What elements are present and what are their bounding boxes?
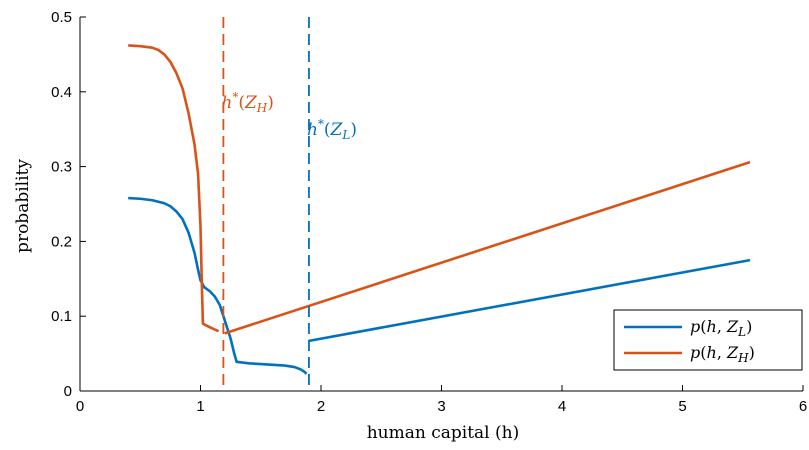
legend: p(h, ZL) p(h, ZH)	[613, 309, 803, 371]
y-tick-label: 0.1	[51, 308, 72, 325]
series-line-z-h-segment-2	[224, 160, 751, 335]
legend-label-l: p(h, ZL)	[690, 317, 752, 339]
y-tick-label: 0.4	[51, 84, 72, 101]
threshold-lines: h*(ZH) h*(ZL)	[221, 17, 357, 391]
y-tick-label: 0	[64, 383, 72, 400]
threshold-label-h: h*(ZH)	[221, 90, 274, 115]
x-axis-label: human capital (h)	[367, 423, 520, 443]
series-line-z-h-segment-1	[128, 44, 220, 333]
series-line-z-l-segment-1	[128, 196, 308, 375]
legend-label-h: p(h, ZH)	[690, 343, 755, 365]
y-tick-label: 0.3	[51, 159, 72, 176]
axis-labels: human capital (h) probability	[13, 159, 519, 443]
plot-series	[128, 44, 751, 375]
legend-box	[613, 309, 803, 371]
axes: 0 1 2 3 4 5 6 0 0.1 0.2 0.3 0.4 0.5	[51, 9, 807, 415]
x-tick-label: 3	[437, 398, 445, 415]
y-tick-label: 0.5	[51, 9, 72, 26]
x-tick-label: 5	[678, 398, 686, 415]
y-axis-label: probability	[13, 159, 33, 253]
x-tick-label: 2	[317, 398, 325, 415]
threshold-label-l: h*(ZL)	[307, 117, 357, 142]
x-tick-label: 6	[799, 398, 807, 415]
y-tick-label: 0.2	[51, 233, 72, 250]
x-tick-label: 4	[558, 398, 566, 415]
series-line-z-l-segment-2	[308, 258, 751, 343]
x-tick-label: 1	[196, 398, 204, 415]
x-tick-label: 0	[76, 398, 84, 415]
